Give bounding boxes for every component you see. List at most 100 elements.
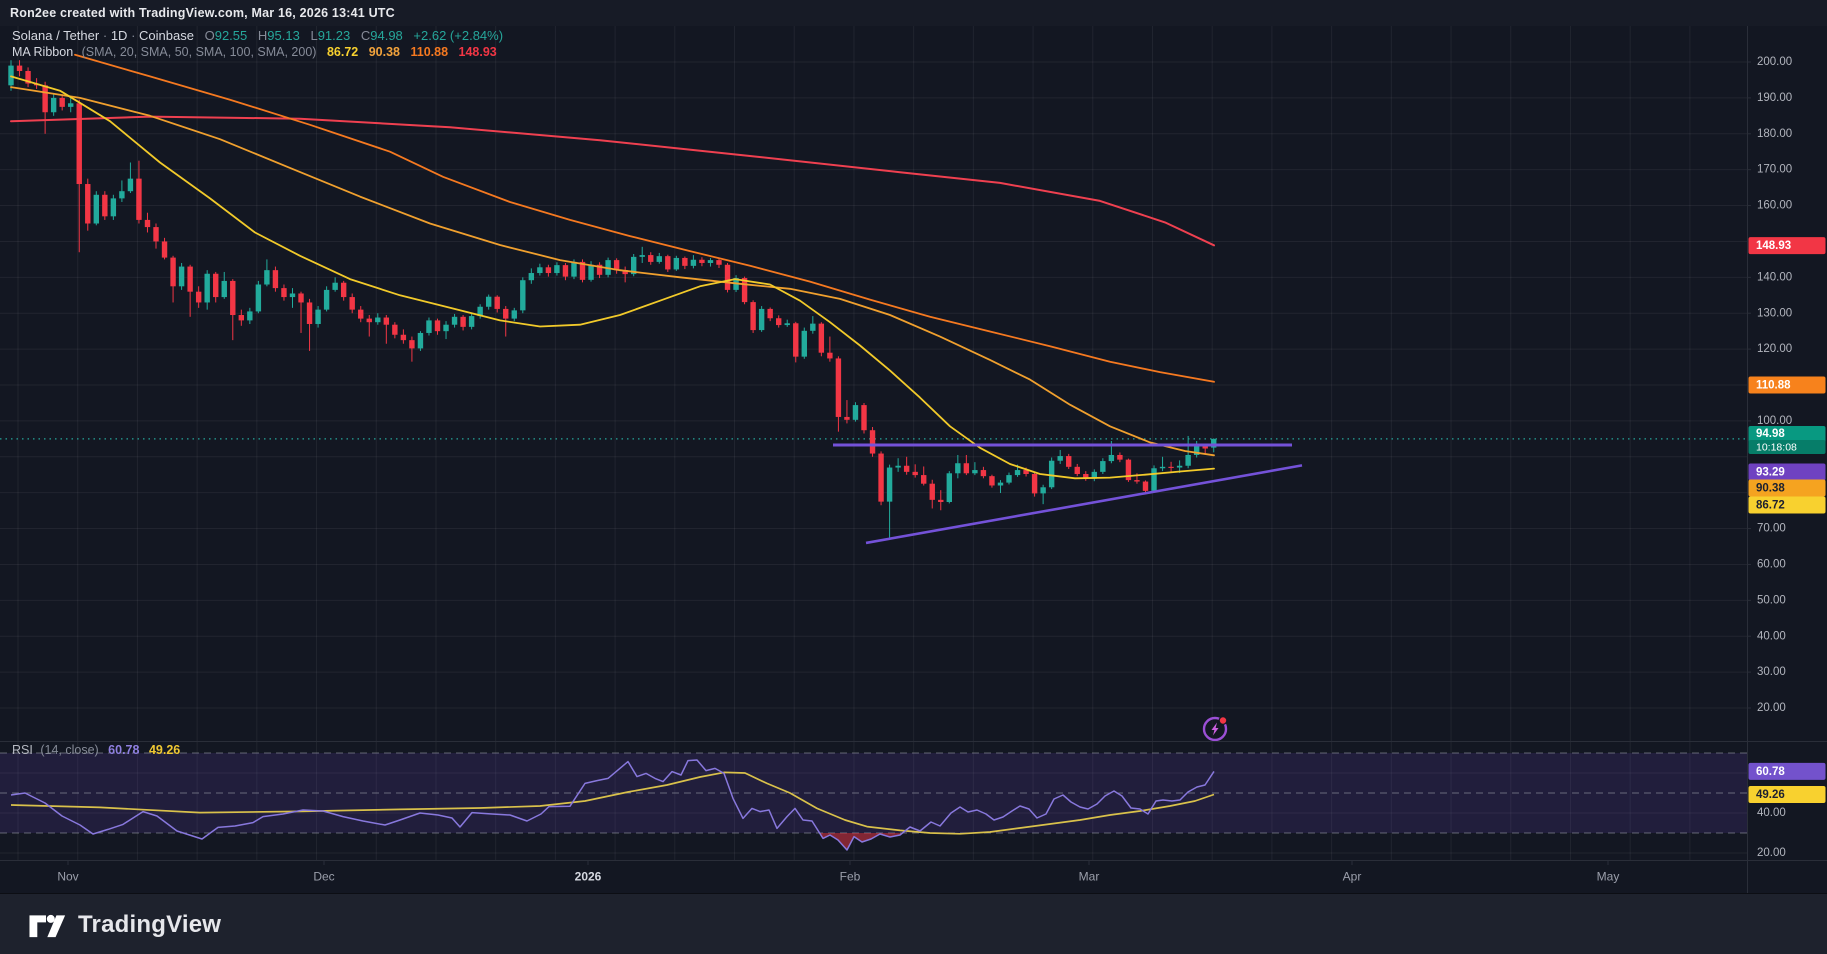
svg-text:90.38: 90.38 <box>1756 483 1785 495</box>
candle <box>136 160 142 224</box>
candle <box>1074 463 1080 477</box>
time-axis[interactable]: Nov Dec 2026 Feb Mar Apr May <box>57 860 1619 884</box>
candle <box>997 480 1004 494</box>
price-tick: 160.00 <box>1757 200 1792 212</box>
candle <box>1066 453 1072 469</box>
interval-value[interactable]: 1D <box>110 28 128 43</box>
ma-ribbon-title[interactable]: MA Ribbon <box>12 44 74 59</box>
candle <box>1168 461 1174 473</box>
candle <box>1083 471 1089 481</box>
candle <box>315 306 321 328</box>
candle <box>323 286 330 312</box>
candle <box>1142 480 1149 494</box>
rsi-params: (14, close) <box>40 743 99 757</box>
candle <box>1048 457 1055 490</box>
rsi-line <box>10 759 1215 851</box>
legend: Solana / Tether · 1D · Coinbase O92.55 H… <box>12 28 503 60</box>
high-label: H <box>257 28 268 43</box>
candle <box>366 315 372 337</box>
candle <box>50 94 57 116</box>
chart-background <box>0 26 1827 893</box>
price-tick: 120.00 <box>1757 343 1792 355</box>
candle <box>306 298 313 351</box>
exchange-name[interactable]: Coinbase <box>139 28 194 43</box>
price-tick: 40.00 <box>1757 630 1786 642</box>
candle <box>562 262 569 281</box>
candle <box>1031 472 1038 497</box>
candle <box>810 316 816 334</box>
candle <box>102 191 108 220</box>
candle <box>170 255 176 303</box>
candle <box>349 293 355 314</box>
candle <box>938 490 944 511</box>
candle <box>699 257 705 267</box>
rsi-legend: RSI (14, close) 60.78 49.26 <box>12 743 180 757</box>
candle <box>835 356 842 432</box>
change-value: +2.62 (+2.84%) <box>413 28 504 43</box>
candle <box>946 471 952 504</box>
candle <box>707 257 714 267</box>
ascending-trendline-drawing[interactable] <box>865 464 1303 545</box>
time-tick-May: May <box>1597 870 1620 884</box>
candle <box>793 321 799 363</box>
candle <box>93 191 99 226</box>
candle <box>955 454 961 479</box>
svg-text:110.88: 110.88 <box>1756 380 1791 392</box>
price-tick: 20.00 <box>1757 702 1786 714</box>
candle <box>426 317 432 336</box>
svg-text:86.72: 86.72 <box>1756 500 1785 512</box>
candle <box>767 307 773 322</box>
candle <box>221 271 227 299</box>
candle <box>878 451 884 506</box>
candle <box>409 336 415 362</box>
candle <box>528 268 535 284</box>
candle <box>264 259 270 287</box>
candle <box>59 94 65 111</box>
price-axis[interactable]: 200.00 190.00 180.00 170.00 160.00 140.00 130.… <box>1747 56 1826 859</box>
candle <box>110 194 117 220</box>
price-tick: 60.00 <box>1757 558 1786 570</box>
price-tick: 180.00 <box>1757 128 1792 140</box>
symbol-row: Solana / Tether · 1D · Coinbase O92.55 H… <box>12 28 504 43</box>
sma100-line <box>74 53 1215 383</box>
svg-text:93.29: 93.29 <box>1756 467 1785 479</box>
candle <box>613 258 620 274</box>
candle <box>921 466 927 486</box>
high-value: 95.13 <box>267 28 300 43</box>
candle <box>468 313 475 330</box>
svg-text:94.98: 94.98 <box>1756 428 1785 440</box>
candle <box>340 280 347 301</box>
open-label: O <box>204 28 215 43</box>
candle <box>383 315 390 344</box>
time-tick-Feb: Feb <box>840 870 861 884</box>
svg-text:49.26: 49.26 <box>1756 789 1785 801</box>
candle <box>375 313 381 325</box>
candle <box>434 318 441 335</box>
rsi-pane <box>0 742 1747 860</box>
candle <box>16 60 23 77</box>
candle <box>25 67 31 88</box>
symbol-title[interactable]: Solana / Tether <box>12 28 100 43</box>
candle <box>989 474 995 488</box>
sma50-line <box>10 86 1215 457</box>
candle <box>68 97 74 113</box>
tradingview-logo-icon[interactable] <box>26 907 66 943</box>
candle <box>204 270 210 310</box>
candle <box>980 466 987 479</box>
candle <box>460 315 466 331</box>
price-tick: 50.00 <box>1757 594 1786 606</box>
rsi-tick: 40.00 <box>1757 807 1786 819</box>
ma50-value: 90.38 <box>368 44 400 59</box>
candle <box>247 307 253 324</box>
flash-icon[interactable] <box>1202 716 1228 741</box>
candle <box>1057 449 1063 464</box>
ma200-value: 148.93 <box>458 44 497 59</box>
candle <box>690 255 697 269</box>
candle <box>682 256 688 270</box>
candle <box>451 313 458 328</box>
price-tick: 190.00 <box>1757 92 1792 104</box>
candle <box>656 252 662 264</box>
rsi-title[interactable]: RSI <box>12 743 33 757</box>
